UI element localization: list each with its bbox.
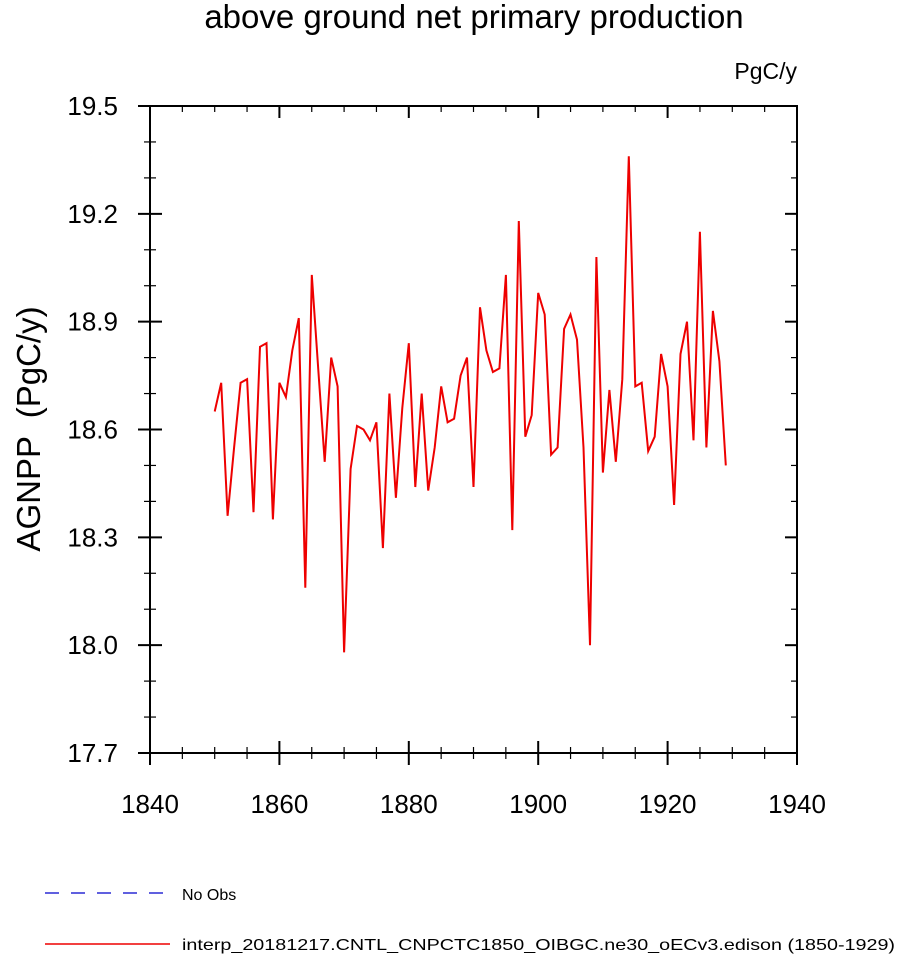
legend-label-no-obs: No Obs [182,887,236,904]
y-tick-label: 19.5 [67,91,118,121]
x-tick-label: 1840 [121,789,179,819]
legend: No Obs interp_20181217.CNTL_CNPCTC1850_O… [45,887,895,954]
data-series-line [213,156,727,653]
legend-label-model: interp_20181217.CNTL_CNPCTC1850_OIBGC.ne… [182,937,895,954]
major-ticks [138,105,798,765]
plot-frame [149,105,798,754]
x-tick-label: 1860 [250,789,308,819]
x-tick-label: 1900 [509,789,567,819]
x-tick-label: 1920 [639,789,697,819]
y-tick-label: 17.7 [67,738,118,768]
y-tick-label: 18.6 [67,415,118,445]
y-tick-label: 19.2 [67,199,118,229]
y-tick-labels: 17.7 18.0 18.3 18.6 18.9 19.2 19.5 [67,91,118,768]
y-tick-label: 18.9 [67,307,118,337]
x-tick-labels: 1840 1860 1880 1900 1920 1940 [121,789,826,819]
y-axis-label: AGNPP (PgC/y) [10,306,47,551]
x-tick-label: 1880 [380,789,438,819]
y-tick-label: 18.3 [67,522,118,552]
y-tick-label: 18.0 [67,630,118,660]
units-label: PgC/y [734,58,797,84]
x-tick-label: 1940 [768,789,826,819]
chart-title: above ground net primary production [204,0,743,35]
